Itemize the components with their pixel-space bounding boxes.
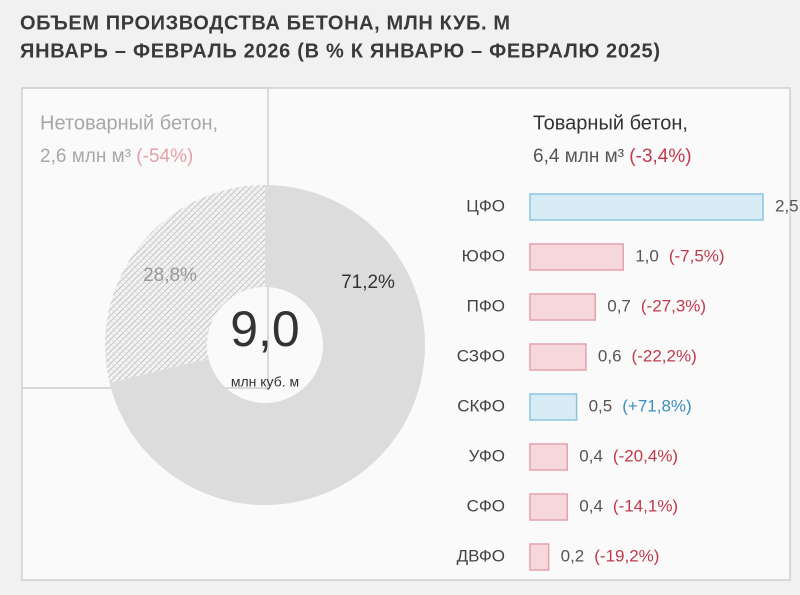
change-label: (-27,3%) [641, 296, 706, 315]
segment-label: 71,2% [341, 272, 395, 293]
value-label: 0,2 [561, 546, 585, 565]
annotation-amount: 2,6 млн м³ [40, 146, 131, 167]
donut-segment [109, 185, 425, 505]
value-label: 0,4 [579, 496, 603, 515]
bar [529, 443, 569, 471]
segment-label: 28,8% [143, 265, 197, 286]
value-label: 2,5 [775, 196, 799, 215]
change-label: (-19,2%) [594, 546, 659, 565]
value-label: 0,5 [589, 396, 613, 415]
change-label: (-22,2%) [632, 346, 697, 365]
subtitle: ЯНВАРЬ – ФЕВРАЛЬ 2026 (В % К ЯНВАРЮ – ФЕ… [20, 40, 660, 62]
category-label: ПФО [467, 296, 505, 315]
change-label: (-20,4%) [613, 446, 678, 465]
annotation-change: (-3,4%) [629, 146, 691, 167]
category-label: ЮФО [462, 246, 505, 265]
change-label: (-7,5%) [669, 246, 725, 265]
bar [529, 543, 550, 571]
change-label: (+71,8%) [622, 396, 691, 415]
annotation-change: (-54%) [136, 146, 193, 167]
value-label: 1,0 [635, 246, 659, 265]
total-unit: млн куб. м [231, 374, 299, 390]
annotation-name: Товарный бетон, [533, 112, 688, 134]
value-label: 0,7 [607, 296, 631, 315]
category-label: СФО [467, 496, 505, 515]
annotation-amount: 6,4 млн м³ [533, 146, 624, 167]
bar [529, 193, 764, 221]
title: ОБЪЕМ ПРОИЗВОДСТВА БЕТОНА, МЛН КУБ. М [20, 12, 510, 34]
category-label: СКФО [457, 396, 505, 415]
total-value: 9,0 [230, 301, 300, 357]
bar [529, 293, 596, 321]
value-label: 0,4 [579, 446, 603, 465]
category-label: УФО [469, 446, 505, 465]
change-label: (-14,1%) [613, 496, 678, 515]
annotation-name: Нетоварный бетон, [40, 112, 218, 134]
category-label: ЦФО [466, 196, 505, 215]
value-label: 0,6 [598, 346, 622, 365]
donut-segment [105, 185, 265, 383]
bar [529, 393, 578, 421]
category-label: СЗФО [457, 346, 505, 365]
bar [529, 343, 587, 371]
annotation: 2,6 млн м³ (-54%) [40, 146, 193, 167]
bar [529, 493, 569, 521]
bar [529, 243, 624, 271]
category-label: ДВФО [457, 546, 505, 565]
annotation: 6,4 млн м³ (-3,4%) [533, 146, 692, 167]
